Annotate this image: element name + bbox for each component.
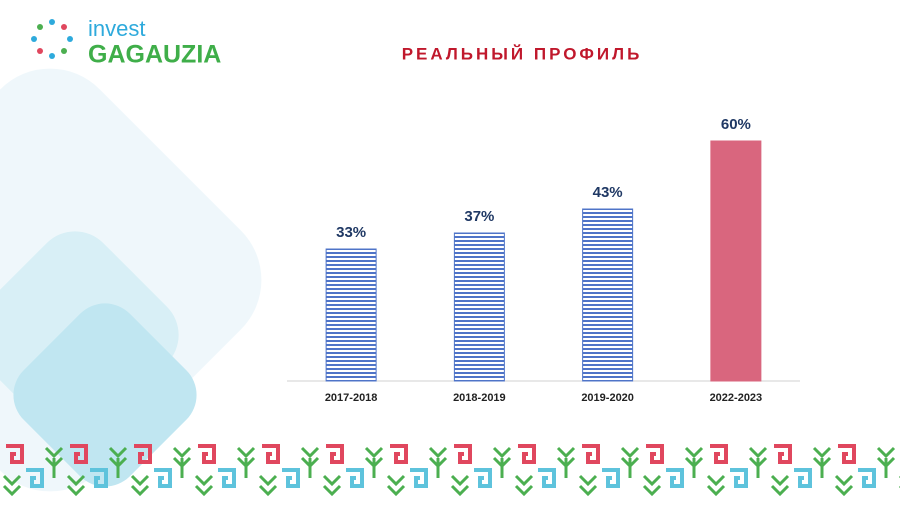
bar <box>710 140 762 382</box>
x-tick-label: 2017-2018 <box>325 392 378 404</box>
value-label: 43% <box>593 184 623 201</box>
bar <box>582 208 634 382</box>
chart-title: РЕАЛЬНЫЙ ПРОФИЛЬ <box>402 44 643 63</box>
value-label: 60% <box>721 116 751 133</box>
value-label: 33% <box>336 224 366 241</box>
ornament-strip <box>0 436 900 500</box>
x-tick-label: 2022-2023 <box>710 392 763 404</box>
value-label: 37% <box>464 208 494 225</box>
bar <box>325 248 377 382</box>
x-tick-label: 2019-2020 <box>581 392 634 404</box>
logo: invest GAGAUZIA <box>31 16 221 69</box>
logo-top: invest <box>88 16 145 41</box>
x-tick-label: 2018-2019 <box>453 392 506 404</box>
logo-bottom: GAGAUZIA <box>88 41 221 69</box>
bar <box>453 232 505 382</box>
